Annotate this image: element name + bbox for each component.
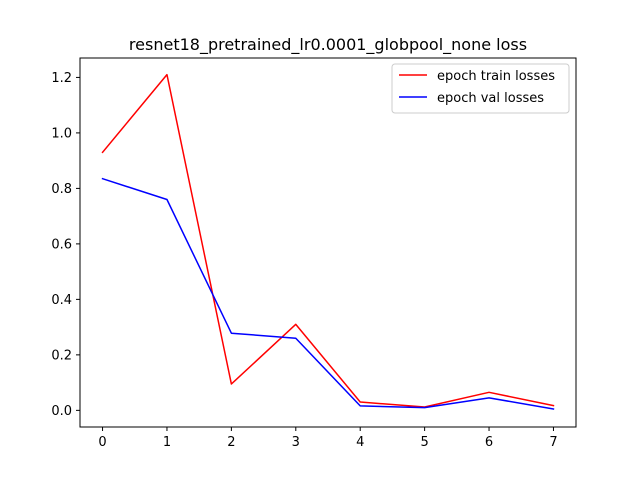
y-axis: 0.0 0.2 0.4 0.6 0.8 1.0 1.2 [51,71,80,419]
y-tick-label: 0.6 [51,237,72,252]
y-tick-label: 1.2 [51,71,72,86]
series-line-train [101,73,555,408]
x-tick-label: 1 [163,435,171,450]
plot-frame [79,57,577,428]
chart-title: resnet18_pretrained_lr0.0001_globpool_no… [129,35,527,55]
y-tick-label: 0.0 [51,404,72,419]
series-line-val [101,177,555,410]
legend-box [391,63,570,114]
legend-label-train: epoch train losses [437,69,555,84]
x-tick-label: 3 [292,435,300,450]
legend: epoch train losses epoch val losses [391,63,570,114]
y-tick-label: 0.8 [51,182,72,197]
x-tick-label: 7 [549,435,557,450]
x-tick-label: 6 [485,435,493,450]
y-tick-label: 0.2 [51,348,72,363]
x-tick-label: 0 [98,435,106,450]
x-tick-label: 2 [227,435,235,450]
legend-label-val: epoch val losses [437,91,544,106]
series-lines [101,73,555,410]
x-axis: 0 1 2 3 4 5 6 7 [98,427,558,450]
y-tick-label: 0.4 [51,293,72,308]
x-tick-label: 5 [420,435,428,450]
x-tick-label: 4 [356,435,364,450]
y-tick-label: 1.0 [51,126,72,141]
